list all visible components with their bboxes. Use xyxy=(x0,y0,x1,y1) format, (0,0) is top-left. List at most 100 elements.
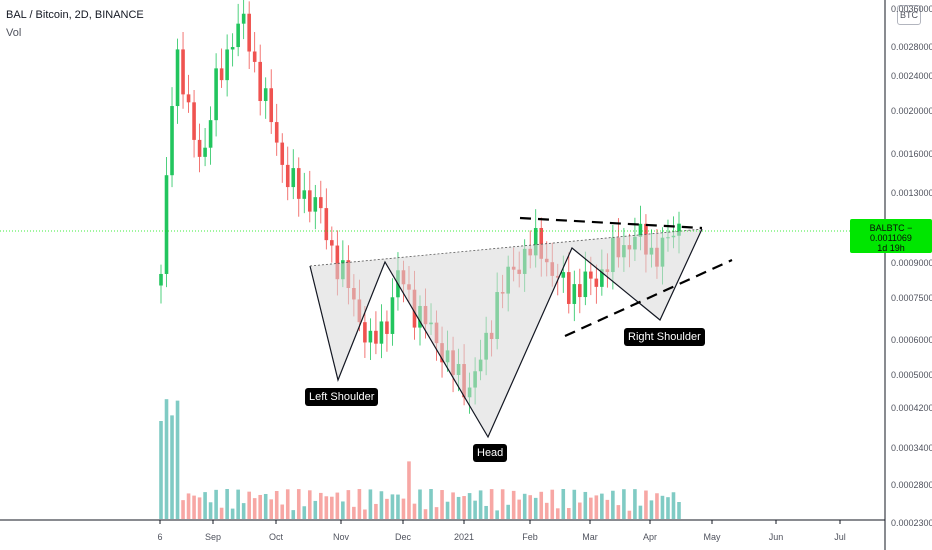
candle-body xyxy=(236,23,240,48)
candle-body xyxy=(214,68,218,121)
volume-bar xyxy=(655,493,659,519)
candle-body xyxy=(291,168,296,188)
candle-body xyxy=(539,227,544,259)
volume-bar xyxy=(258,494,262,519)
candle-body xyxy=(379,321,384,344)
volume-bar xyxy=(660,495,665,519)
x-tick-label: Feb xyxy=(522,532,538,542)
volume-bar xyxy=(330,496,334,519)
candle-body xyxy=(164,175,169,274)
last-price-tag: BALBTC − 0.0011069 1d 19h xyxy=(850,219,932,253)
volume-bar xyxy=(462,496,466,519)
volume-bar xyxy=(434,507,439,519)
volume-bar xyxy=(511,490,516,519)
volume-bar xyxy=(423,509,428,519)
candle-body xyxy=(247,13,251,52)
volume-bar xyxy=(649,500,654,519)
volume-bar xyxy=(594,495,599,519)
volume-bar xyxy=(522,493,527,519)
candle-body xyxy=(307,190,312,212)
symbol-title: BAL / Bitcoin, 2D, BINANCE xyxy=(6,9,144,21)
volume-bar xyxy=(506,504,510,519)
volume-bar xyxy=(644,490,648,519)
volume-bar xyxy=(291,510,296,519)
volume-bar xyxy=(390,494,395,519)
price-tag-value: 0.0011069 xyxy=(870,233,912,243)
volume-bar xyxy=(247,491,251,519)
neckline xyxy=(309,228,703,267)
candle-body xyxy=(263,88,268,102)
volume-bar xyxy=(533,497,538,519)
candle-body xyxy=(600,269,604,287)
volume-bar xyxy=(280,504,285,519)
volume-bar xyxy=(252,498,257,519)
volume-bar xyxy=(671,492,676,519)
candle-body xyxy=(324,208,329,241)
candle-body xyxy=(219,68,224,81)
volume-bar xyxy=(500,489,505,519)
x-ticks xyxy=(159,520,841,524)
candle-body xyxy=(241,13,246,24)
candle-body xyxy=(561,272,566,278)
volume-bar xyxy=(583,491,588,519)
volume-bar xyxy=(396,494,400,519)
y-tick-label: 0.0036000 xyxy=(891,4,932,14)
volume-bar xyxy=(561,489,566,519)
candle-body xyxy=(181,49,185,95)
candle-body xyxy=(313,197,318,212)
volume-bar xyxy=(164,399,169,519)
volume-bar xyxy=(456,496,461,519)
volume-bar xyxy=(208,502,213,519)
candle-body xyxy=(368,330,373,343)
volume-bar xyxy=(285,489,290,519)
volume-bar xyxy=(324,496,329,519)
volume-bar xyxy=(489,489,494,519)
candle-body xyxy=(677,223,681,236)
volume-bar xyxy=(170,415,174,519)
volume-bar xyxy=(616,505,621,519)
y-tick-label: 0.0005000 xyxy=(891,370,932,380)
volume-bars xyxy=(159,399,681,519)
wedge-lower-line xyxy=(564,258,733,338)
candle-body xyxy=(335,245,340,280)
volume-bar xyxy=(544,502,549,519)
volume-bar xyxy=(341,501,345,519)
candle-body xyxy=(589,271,593,279)
candle-body xyxy=(296,168,301,199)
volume-bar xyxy=(578,502,582,519)
volume-bar xyxy=(429,489,433,519)
candle-body xyxy=(269,88,274,123)
x-tick-label: Nov xyxy=(332,532,350,542)
y-tick-label: 0.0006000 xyxy=(891,335,932,346)
candle-body xyxy=(583,271,588,298)
x-tick-label: Apr xyxy=(642,532,658,542)
x-tick-label: 2021 xyxy=(453,532,475,542)
x-tick-label: Jun xyxy=(768,532,784,542)
volume-bar xyxy=(550,489,555,519)
currency-button[interactable]: BTC xyxy=(897,5,921,25)
volume-bar xyxy=(467,493,472,519)
candle-body xyxy=(280,142,285,165)
candle-body xyxy=(385,321,389,334)
candle-body xyxy=(186,94,191,103)
candle-body xyxy=(159,273,163,286)
candle-body xyxy=(319,197,323,209)
candle-body xyxy=(302,190,307,199)
volume-bar xyxy=(539,491,544,519)
volume-bar xyxy=(418,489,422,519)
candle-body xyxy=(170,106,174,176)
volume-bar xyxy=(236,489,240,519)
volume-bar xyxy=(517,499,521,519)
y-tick-label: 0.0013000 xyxy=(891,188,932,199)
y-tick-label: 0.0020000 xyxy=(891,106,932,117)
volume-bar xyxy=(214,489,218,519)
volume-bar xyxy=(175,400,180,519)
candle-body xyxy=(274,122,279,143)
volume-bar xyxy=(611,490,615,519)
volume-bar xyxy=(352,506,356,519)
volume-bar xyxy=(241,503,246,519)
volume-bar xyxy=(379,491,384,519)
x-tick-label: Sep xyxy=(204,532,222,542)
y-tick-label: 0.0016000 xyxy=(891,148,932,159)
